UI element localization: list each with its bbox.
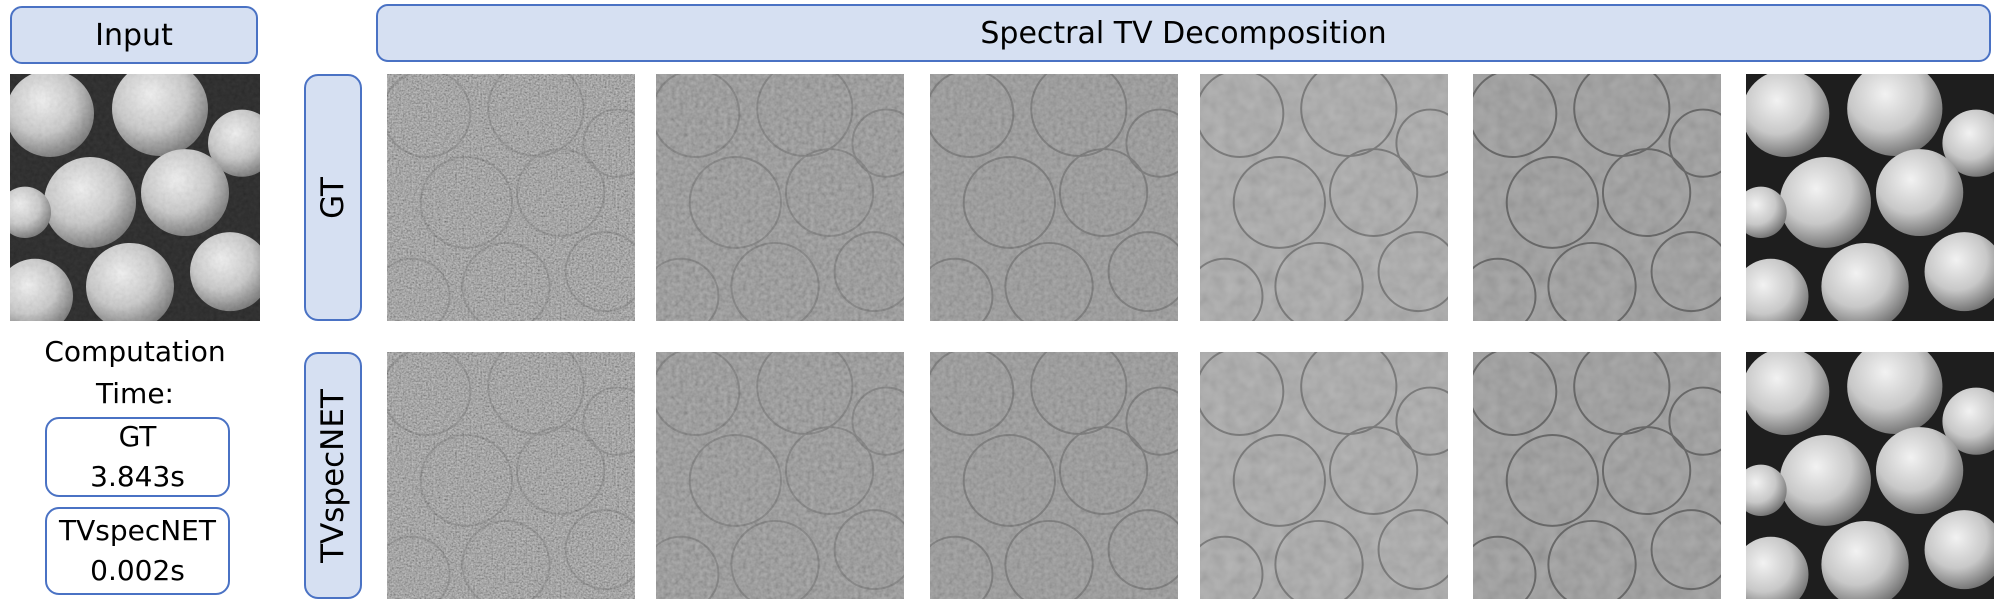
gt-band-3 [930, 74, 1178, 321]
input-label: Input [95, 17, 173, 53]
tvspecnet-time-value: 0.002s [90, 554, 185, 587]
gt-time-value: 3.843s [90, 460, 185, 493]
gt-band-4 [1200, 74, 1448, 321]
row-label-box-tvspecnet: TVspecNET [304, 352, 362, 599]
gt-time-method: GT [118, 420, 157, 453]
gt-band-5 [1473, 74, 1721, 321]
tvspecnet-band-4 [1200, 352, 1448, 599]
row-label-gt: GT [314, 176, 351, 219]
computation-title-line2: Time: [96, 377, 174, 410]
tvspecnet-residual [1746, 352, 1994, 599]
input-label-box: Input [10, 6, 258, 64]
spectral-tv-header: Spectral TV Decomposition [376, 4, 1991, 62]
tvspecnet-band-2 [656, 352, 904, 599]
tvspecnet-band-3 [930, 352, 1178, 599]
header-label: Spectral TV Decomposition [980, 15, 1387, 51]
computation-title-line1: Computation [44, 335, 226, 368]
gt-residual [1746, 74, 1994, 321]
row-label-box-gt: GT [304, 74, 362, 321]
computation-time-title: Computation Time: [10, 331, 260, 415]
gt-band-2 [656, 74, 904, 321]
input-image [10, 74, 260, 321]
row-label-tvspecnet: TVspecNET [315, 388, 351, 563]
tvspecnet-band-5 [1473, 352, 1721, 599]
gt-band-1 [387, 74, 635, 321]
gt-time-box: GT 3.843s [45, 417, 230, 497]
tvspecnet-time-method: TVspecNET [59, 514, 216, 547]
tvspecnet-band-1 [387, 352, 635, 599]
tvspecnet-time-box: TVspecNET 0.002s [45, 507, 230, 595]
